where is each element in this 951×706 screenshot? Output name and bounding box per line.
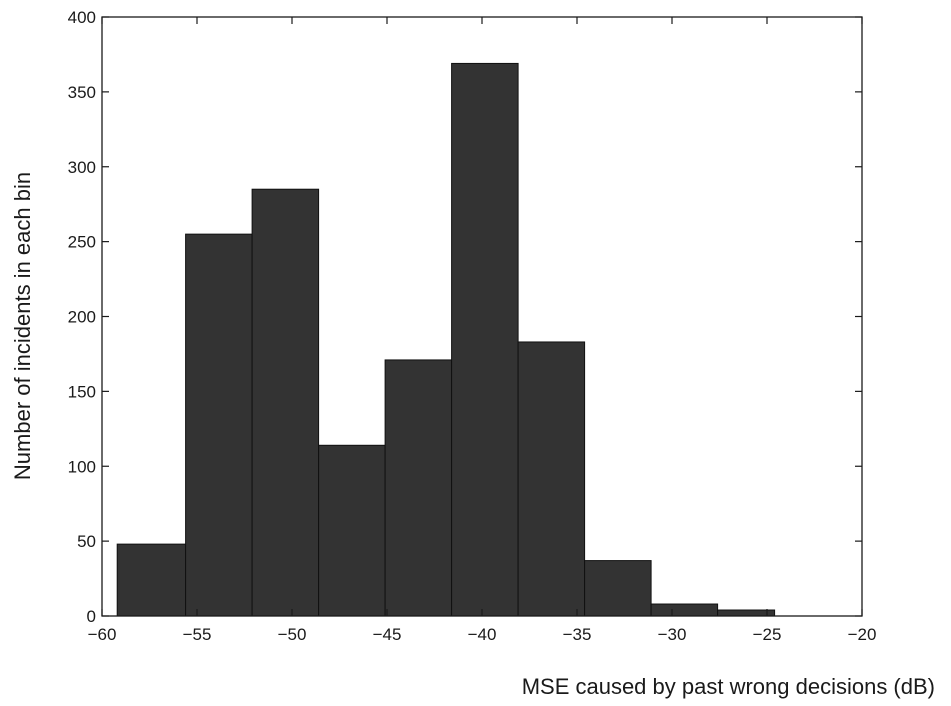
histogram-bar-5 bbox=[451, 62, 519, 617]
x-tick-label: −40 bbox=[468, 625, 497, 644]
histogram-bars bbox=[116, 62, 776, 617]
y-tick-label: 150 bbox=[68, 382, 96, 401]
x-tick-label: −25 bbox=[753, 625, 782, 644]
x-tick-label: −55 bbox=[183, 625, 212, 644]
histogram-bar-8 bbox=[650, 603, 719, 617]
histogram-bar-1 bbox=[185, 233, 253, 617]
y-axis-label: Number of incidents in each bin bbox=[10, 172, 35, 480]
histogram-bar-9 bbox=[717, 609, 776, 617]
histogram-bar-7 bbox=[584, 560, 652, 617]
x-tick-label: −35 bbox=[563, 625, 592, 644]
y-tick-label: 350 bbox=[68, 83, 96, 102]
y-tick-label: 250 bbox=[68, 233, 96, 252]
histogram-bar-2 bbox=[251, 188, 320, 617]
x-tick-label: −45 bbox=[373, 625, 402, 644]
x-tick-label: −30 bbox=[658, 625, 687, 644]
x-tick-label: −20 bbox=[848, 625, 877, 644]
y-tick-label: 100 bbox=[68, 457, 96, 476]
histogram-bar-3 bbox=[318, 444, 386, 617]
histogram-bar-0 bbox=[116, 543, 187, 617]
y-axis-ticks: 0 50 100 150 200 250 300 350 400 bbox=[68, 8, 862, 626]
x-axis-label: MSE caused by past wrong decisions (dB) bbox=[522, 674, 935, 699]
y-tick-label: 300 bbox=[68, 158, 96, 177]
y-tick-label: 400 bbox=[68, 8, 96, 27]
x-axis-ticks: −60 −55 −50 −45 −40 −35 −30 −25 −20 bbox=[88, 17, 877, 644]
x-tick-label: −60 bbox=[88, 625, 117, 644]
y-tick-label: 0 bbox=[87, 607, 96, 626]
histogram-bar-6 bbox=[517, 341, 586, 617]
histogram-bar-4 bbox=[384, 359, 453, 617]
y-tick-label: 200 bbox=[68, 308, 96, 327]
x-tick-label: −50 bbox=[278, 625, 307, 644]
y-tick-label: 50 bbox=[77, 532, 96, 551]
